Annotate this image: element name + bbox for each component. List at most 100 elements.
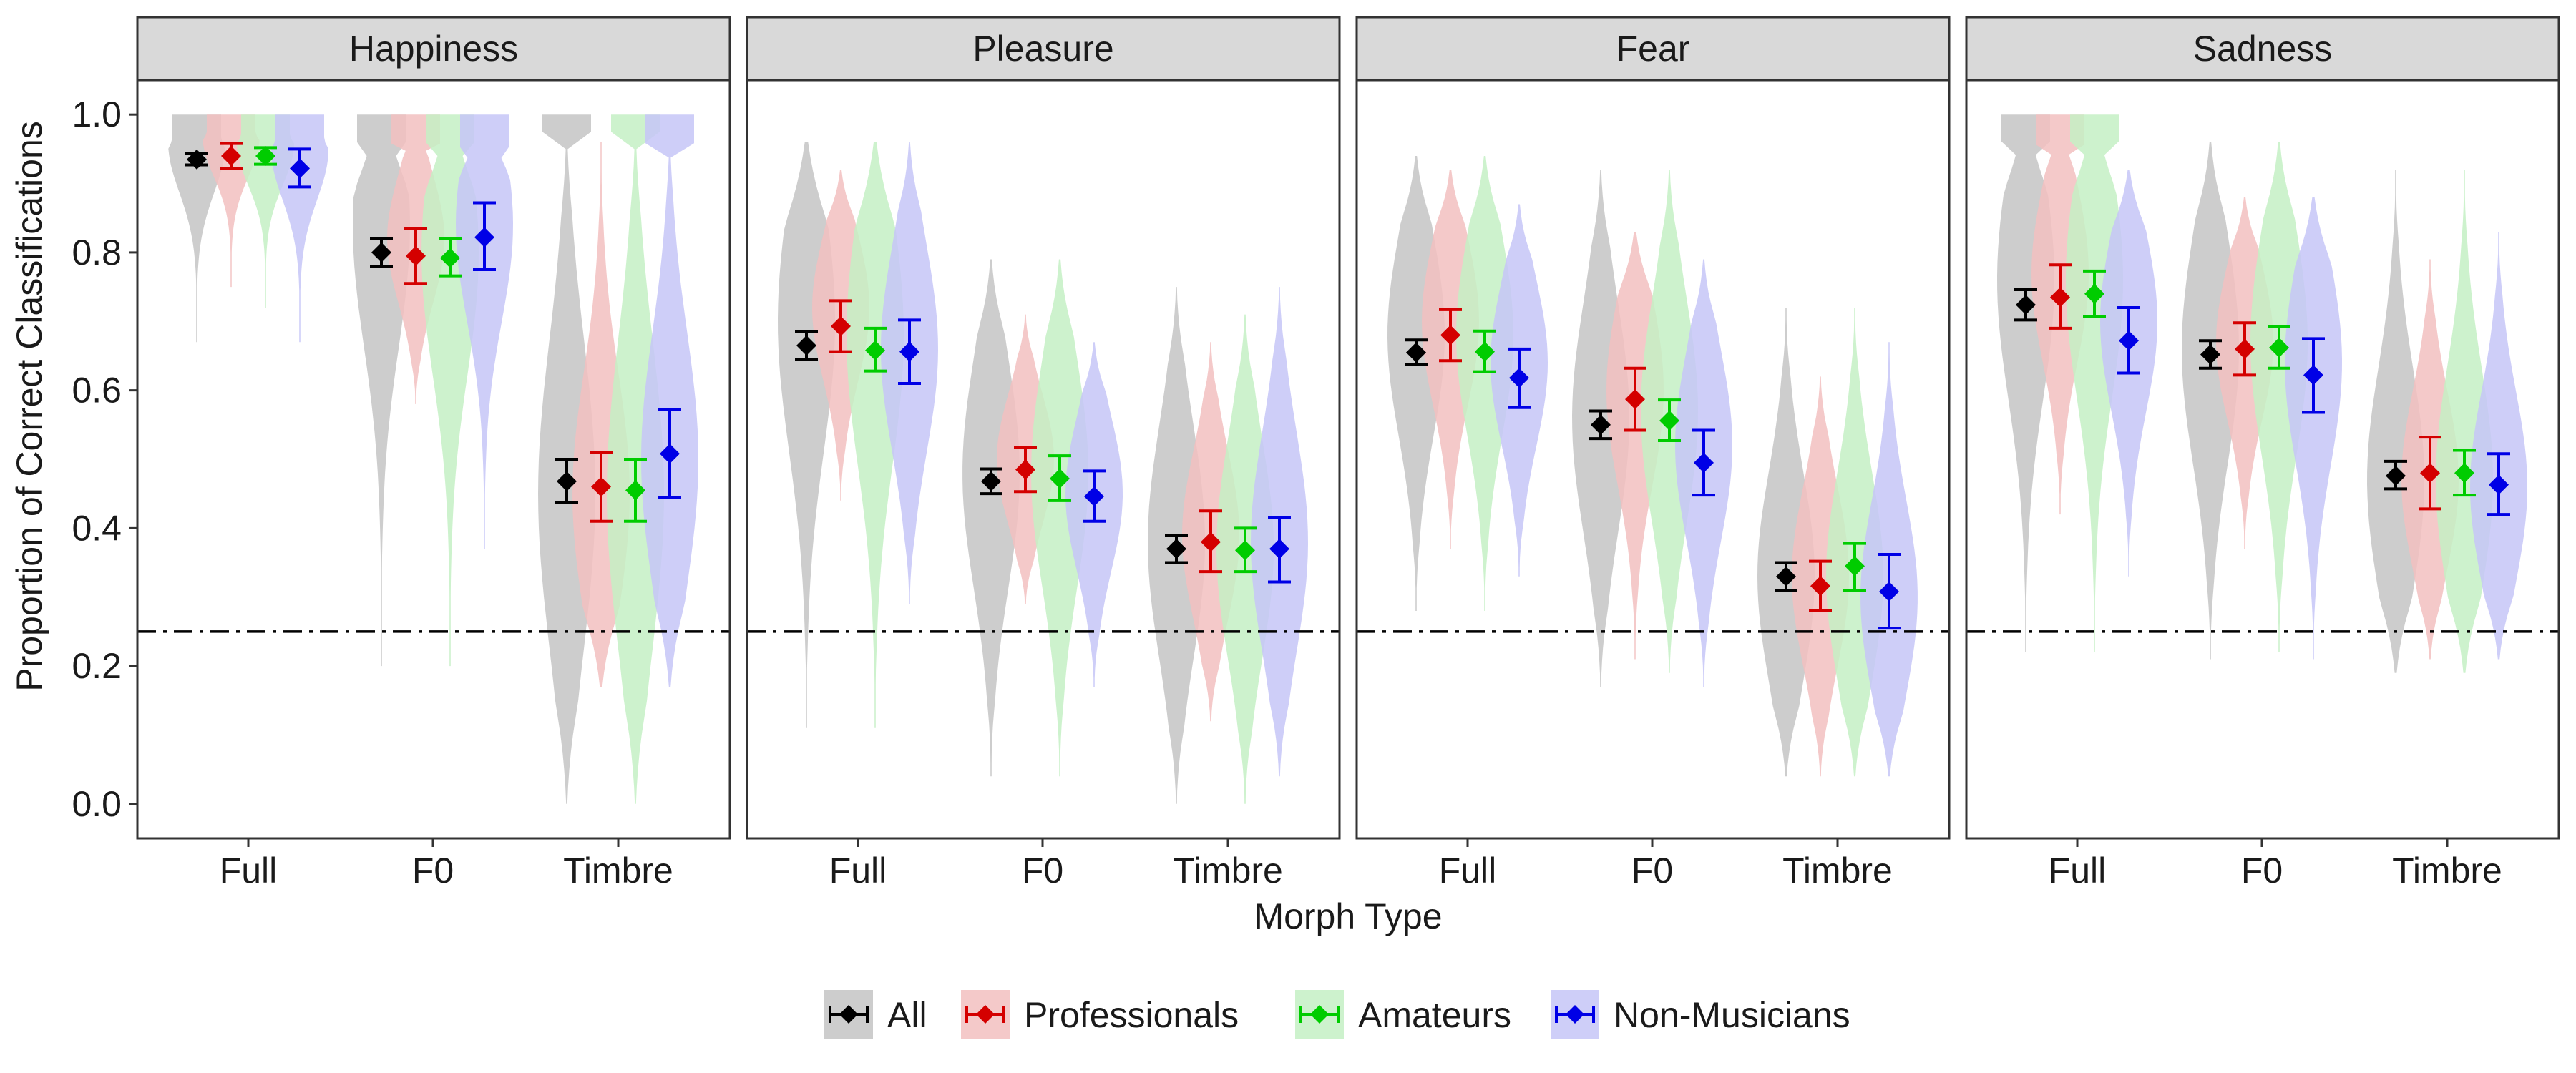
legend-key-point: [976, 1005, 995, 1024]
violin-all: [1757, 308, 1815, 777]
legend-item-non-musicians: Non-Musicians: [1551, 990, 1850, 1039]
y-tick-label: 0.0: [72, 784, 122, 824]
mean-point: [1810, 576, 1830, 597]
legend-key-point: [839, 1005, 858, 1024]
mean-point: [2119, 330, 2139, 351]
x-tick-label: F0: [412, 851, 454, 891]
violin-non-musicians: [641, 114, 698, 687]
mean-point: [2454, 463, 2474, 484]
mean-point: [1659, 411, 1679, 431]
mean-point: [899, 341, 919, 362]
legend-label: Amateurs: [1358, 995, 1511, 1035]
strip-label: Happiness: [349, 29, 518, 69]
mean-point: [371, 242, 391, 263]
mean-point: [2084, 283, 2104, 304]
strip-label: Fear: [1616, 29, 1690, 69]
legend-key-point: [1566, 1005, 1584, 1024]
mean-point: [1776, 566, 1796, 587]
x-tick-label: Full: [1439, 851, 1497, 891]
mean-point: [221, 146, 241, 166]
panel-pleasure: Pleasure Full F0 Timbre: [746, 16, 1341, 891]
mean-point: [1509, 368, 1529, 388]
strip-label: Pleasure: [972, 29, 1113, 69]
mean-point: [2235, 338, 2255, 359]
legend: All Professionals Amateurs Non-Musicians: [824, 990, 1850, 1039]
mean-point: [1591, 414, 1611, 435]
strip-background: [746, 16, 1341, 82]
strip-label: Sadness: [2193, 29, 2333, 69]
mean-point: [1879, 582, 1899, 602]
mean-point: [2050, 287, 2070, 308]
legend-label: All: [887, 995, 927, 1035]
y-tick-label: 0.2: [72, 646, 122, 686]
mean-point: [187, 149, 207, 170]
x-tick-label: Timbre: [2392, 851, 2502, 891]
strip-background: [1355, 16, 1951, 82]
x-tick-label: F0: [1022, 851, 1063, 891]
mean-point: [557, 471, 577, 491]
violin-all: [168, 114, 225, 343]
violin-all: [962, 259, 1020, 777]
y-tick-label: 0.8: [72, 232, 122, 273]
mean-point: [1694, 452, 1714, 473]
mean-point: [1201, 531, 1221, 552]
mean-point: [1235, 540, 1255, 561]
legend-item-professionals: Professionals: [961, 990, 1239, 1039]
violin-non-musicians: [271, 114, 328, 343]
mean-point: [1625, 389, 1645, 410]
y-axis: 0.0 0.2 0.4 0.6 0.8 1.0: [72, 94, 137, 824]
mean-point: [1050, 468, 1070, 489]
mean-point: [1845, 556, 1865, 577]
panel-happiness: Happiness Full F0 Timbre: [136, 16, 731, 891]
panel-fear: Fear Full F0 Timbre: [1355, 16, 1951, 891]
panel-sadness: Sadness Full F0 Timbre: [1965, 16, 2560, 891]
mean-point: [2016, 295, 2036, 315]
mean-point: [591, 476, 611, 497]
violin-non-musicians: [456, 114, 513, 549]
mean-point: [474, 227, 494, 248]
violin-amateurs: [1456, 156, 1513, 611]
x-tick-label: Full: [220, 851, 278, 891]
x-tick-label: F0: [1631, 851, 1673, 891]
violin-non-musicians: [2285, 197, 2342, 660]
mean-point: [2200, 344, 2220, 365]
violin-all: [2182, 142, 2239, 660]
mean-point: [1269, 539, 1289, 559]
mean-point: [1406, 342, 1426, 363]
violin-non-musicians: [2470, 232, 2527, 660]
legend-item-all: All: [824, 990, 927, 1039]
x-tick-label: Timbre: [1173, 851, 1283, 891]
x-tick-label: Timbre: [563, 851, 673, 891]
strip-background: [136, 16, 731, 82]
mean-point: [1084, 486, 1104, 507]
mean-point: [1166, 539, 1186, 559]
x-tick-label: Full: [2049, 851, 2107, 891]
mean-point: [2386, 466, 2406, 486]
x-axis-title: Morph Type: [1254, 896, 1442, 936]
mean-point: [660, 444, 680, 464]
mean-point: [2489, 474, 2509, 495]
violin-amateurs: [1031, 259, 1088, 777]
violin-amateurs: [2250, 142, 2308, 652]
legend-label: Professionals: [1024, 995, 1239, 1035]
y-axis-title: Proportion of Correct Classifications: [9, 121, 49, 692]
mean-point: [290, 158, 310, 179]
mean-point: [1475, 341, 1495, 362]
x-tick-label: Timbre: [1782, 851, 1893, 891]
legend-key-point: [1310, 1005, 1329, 1024]
y-tick-label: 0.4: [72, 508, 122, 548]
mean-point: [406, 245, 426, 266]
mean-point: [2269, 337, 2289, 358]
legend-item-amateurs: Amateurs: [1295, 990, 1511, 1039]
mean-point: [831, 316, 851, 337]
mean-point: [981, 471, 1001, 491]
y-tick-label: 1.0: [72, 94, 122, 134]
x-tick-label: F0: [2241, 851, 2283, 891]
mean-point: [625, 480, 645, 501]
mean-point: [865, 340, 885, 361]
x-tick-label: Full: [829, 851, 887, 891]
mean-point: [440, 248, 460, 268]
mean-point: [2420, 463, 2440, 484]
legend-label: Non-Musicians: [1614, 995, 1850, 1035]
y-tick-label: 0.6: [72, 371, 122, 411]
